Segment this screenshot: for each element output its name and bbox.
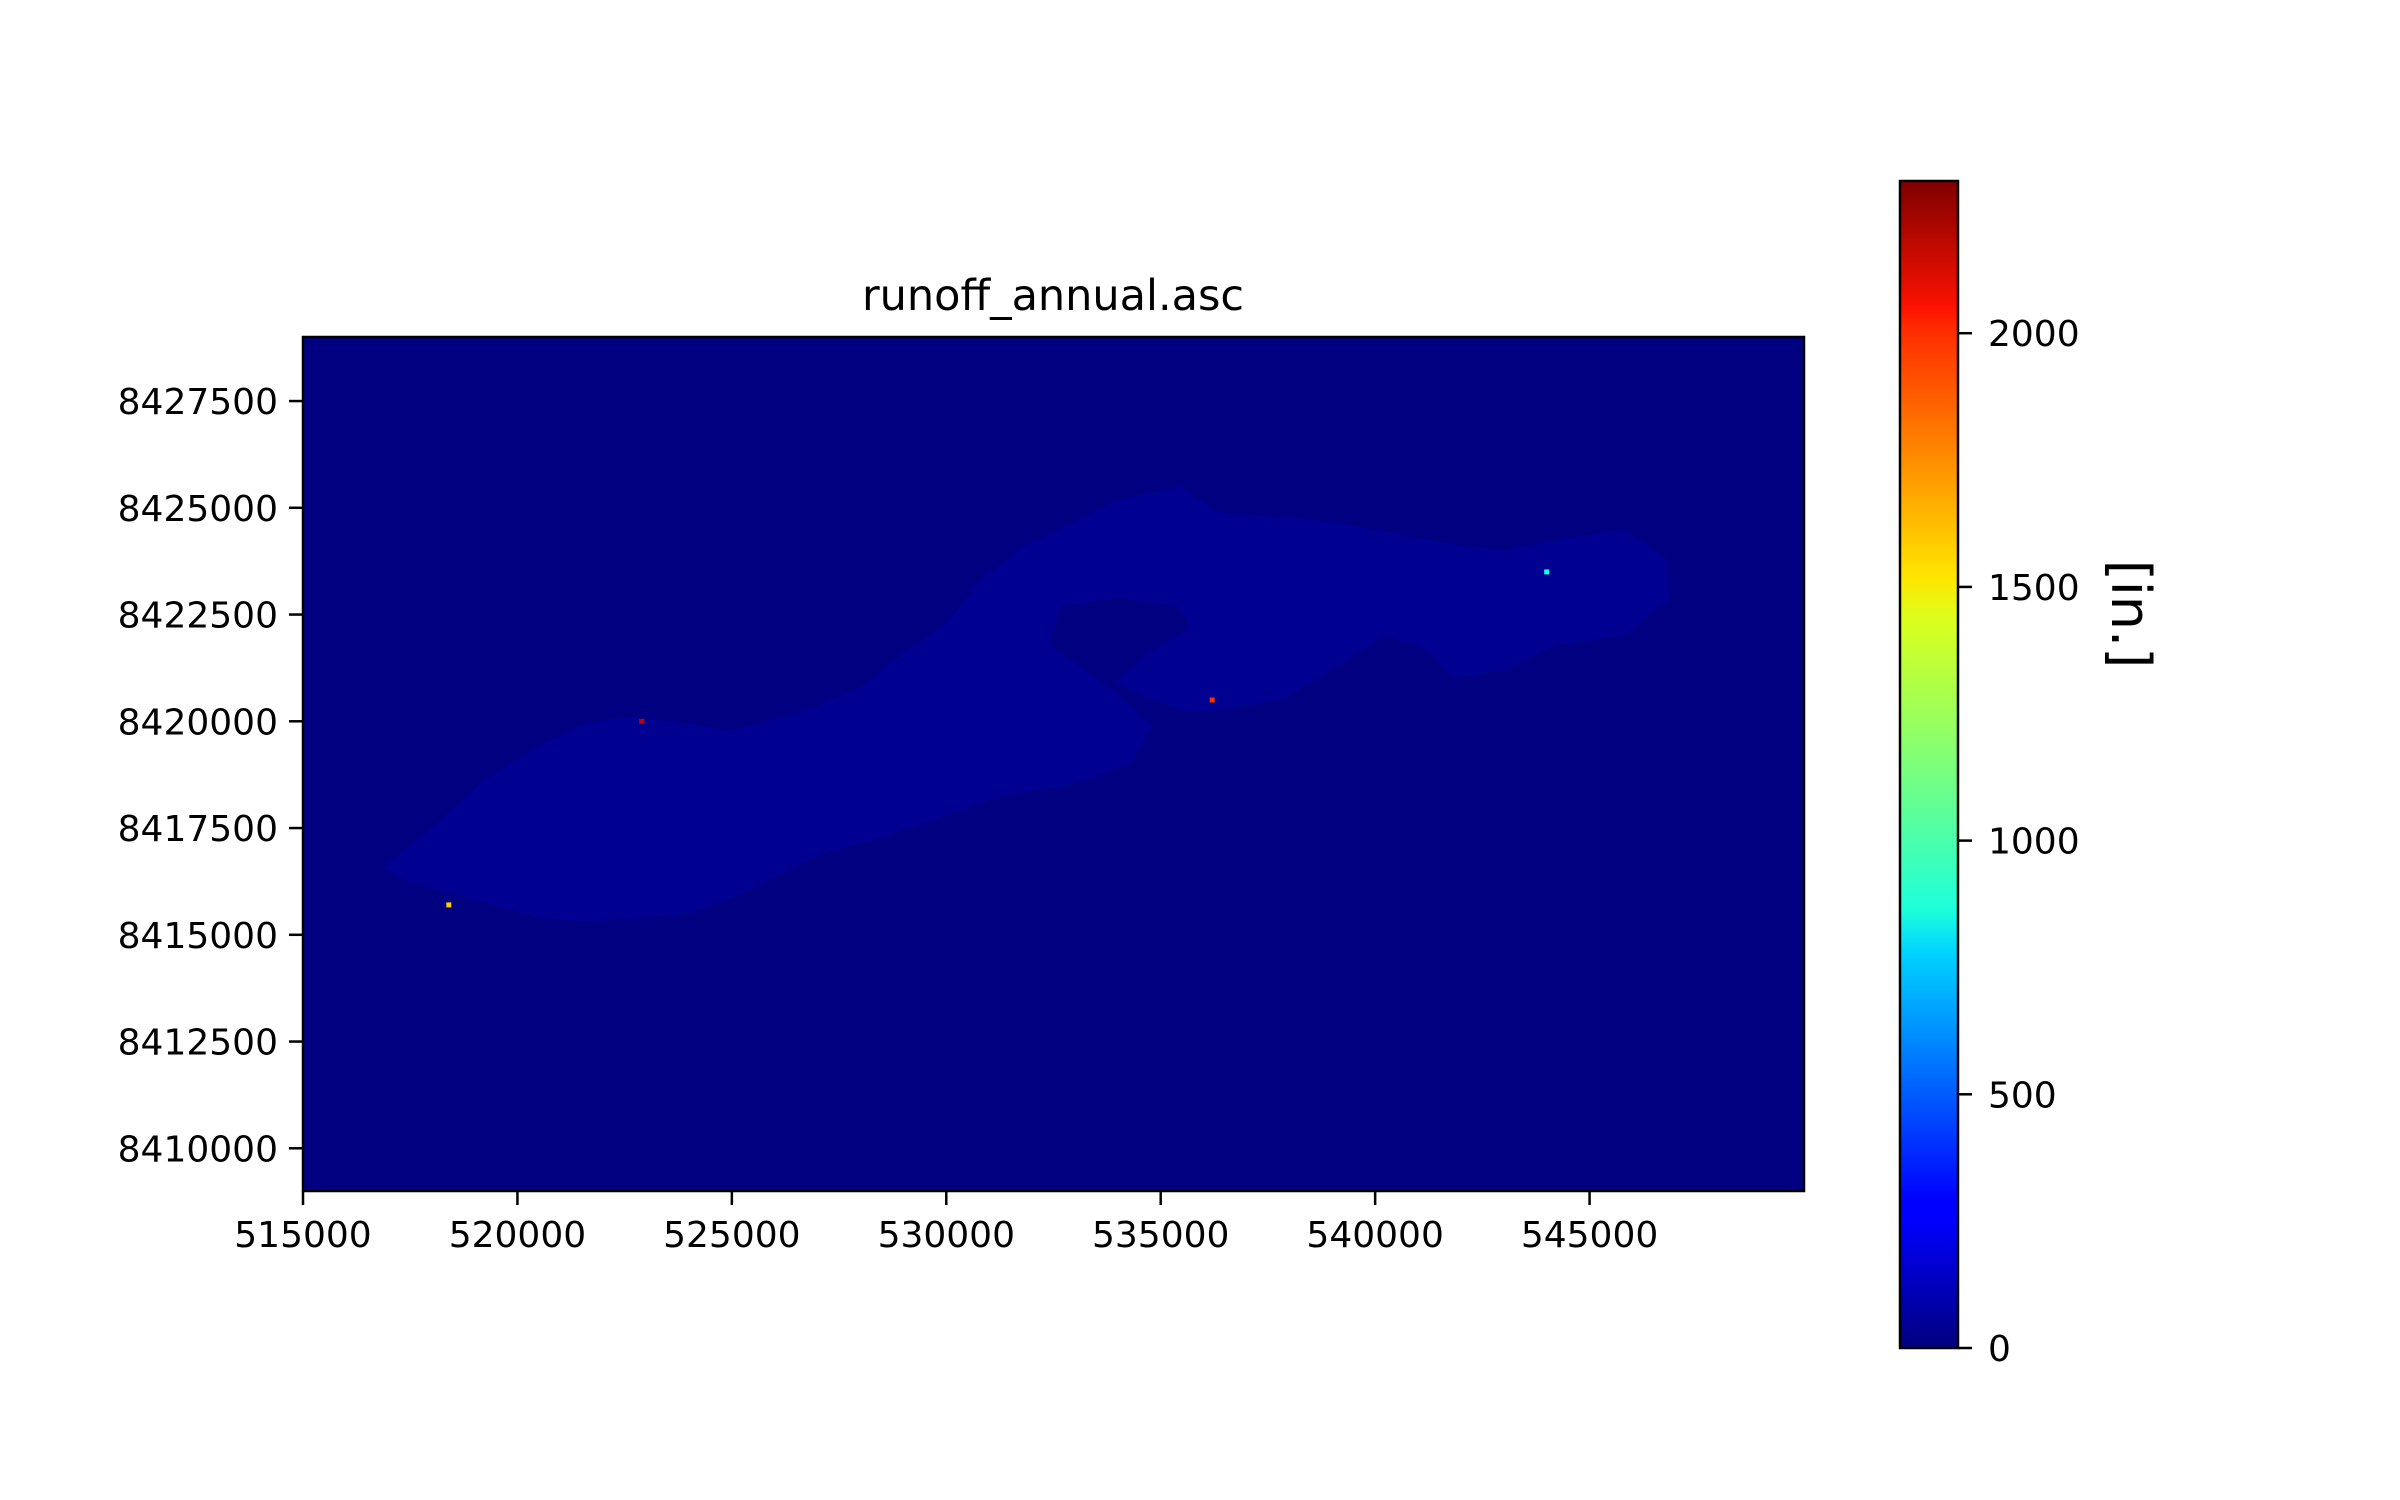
y-tick-label: 8420000 <box>118 702 278 743</box>
y-axis: 8410000 8412500 8415000 8417500 8420000 84225… <box>118 382 303 1170</box>
x-tick-label: 540000 <box>1306 1215 1443 1256</box>
colorbar: 0 500 1000 1500 2000 [in.] <box>1898 179 2162 1370</box>
colorbar-label: [in.] <box>2099 560 2162 669</box>
y-tick-label: 8425000 <box>118 489 278 530</box>
catchment-area <box>384 486 1672 922</box>
hot-pixel <box>446 902 452 908</box>
colorbar-tick-label: 1000 <box>1988 822 2080 863</box>
colorbar-tick-label: 500 <box>1988 1075 2057 1116</box>
x-tick-label: 515000 <box>234 1215 371 1256</box>
y-tick-label: 8417500 <box>118 809 278 850</box>
hot-pixel <box>1544 569 1550 575</box>
hot-pixel <box>639 718 645 724</box>
colorbar-tick-label: 1500 <box>1988 568 2080 609</box>
hot-pixel <box>1209 697 1215 703</box>
x-tick-label: 520000 <box>449 1215 586 1256</box>
x-tick-label: 535000 <box>1092 1215 1229 1256</box>
x-tick-label: 545000 <box>1521 1215 1658 1256</box>
colorbar-tick-label: 0 <box>1988 1329 2011 1370</box>
colorbar-tick-label: 2000 <box>1988 314 2080 355</box>
y-tick-label: 8412500 <box>118 1023 278 1064</box>
y-tick-label: 8427500 <box>118 382 278 423</box>
x-tick-label: 530000 <box>878 1215 1015 1256</box>
y-tick-label: 8415000 <box>118 916 278 957</box>
y-tick-label: 8410000 <box>118 1129 278 1170</box>
y-tick-label: 8422500 <box>118 596 278 637</box>
colorbar-gradient <box>1898 179 1960 1350</box>
chart-title: runoff_annual.asc <box>862 271 1244 321</box>
plot-area <box>301 335 1806 1193</box>
x-tick-label: 525000 <box>663 1215 800 1256</box>
x-axis: 515000 520000 525000 530000 535000 540000 5450… <box>234 1191 1658 1256</box>
plot-frame <box>301 335 1806 1193</box>
